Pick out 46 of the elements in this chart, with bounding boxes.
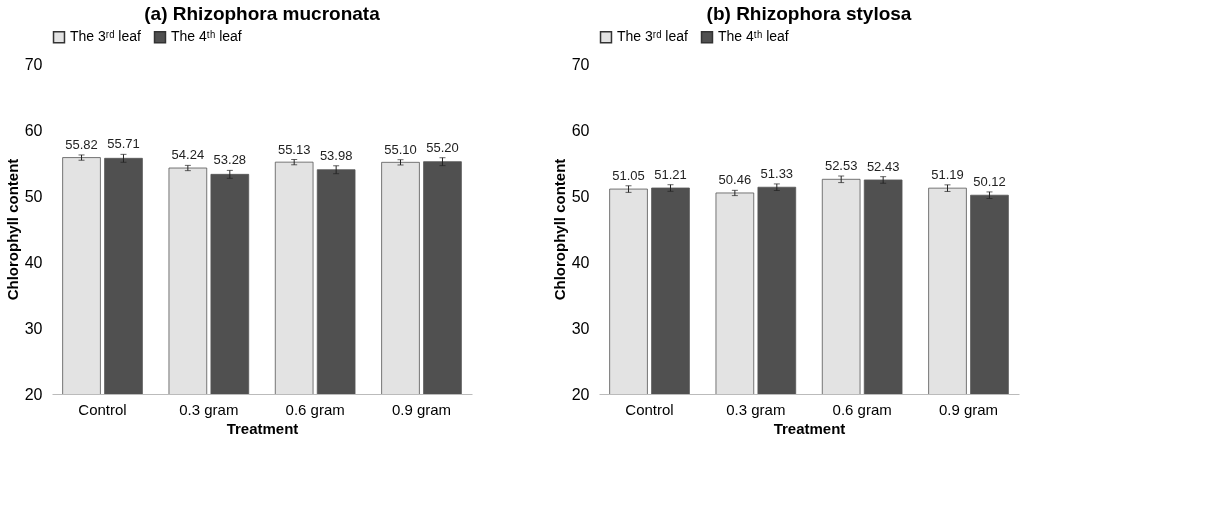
y-tick-label: 70 bbox=[24, 55, 43, 73]
data-label: 55.13 bbox=[277, 141, 311, 157]
y-tick-label: 60 bbox=[24, 121, 43, 139]
data-label: 50.12 bbox=[973, 173, 1006, 189]
x-tick-label: 0.6 gram bbox=[285, 400, 345, 418]
y-axis-title: Chlorophyll content bbox=[550, 158, 568, 301]
data-label: 53.98 bbox=[319, 147, 353, 163]
y-tick-label: 30 bbox=[24, 319, 43, 337]
x-tick-label: 0.9 gram bbox=[391, 400, 452, 418]
y-tick-label: 20 bbox=[571, 385, 590, 403]
y-tick-label: 60 bbox=[571, 121, 590, 139]
legend-label: The 4ᵗʰ leaf bbox=[718, 28, 789, 45]
x-tick-label: 0.9 gram bbox=[938, 400, 999, 418]
y-tick-label: 70 bbox=[571, 55, 590, 73]
y-tick-label: 20 bbox=[24, 385, 43, 403]
x-tick-label: 0.6 gram bbox=[832, 400, 892, 418]
x-tick-label: Control bbox=[78, 400, 127, 418]
y-tick-label: 50 bbox=[24, 187, 43, 205]
chart-title: (b) Rhizophora stylosa bbox=[706, 3, 912, 24]
y-tick-label: 40 bbox=[571, 253, 590, 271]
legend-label: The 3ʳᵈ leaf bbox=[617, 28, 689, 45]
data-label: 55.20 bbox=[426, 139, 459, 155]
x-tick-label: Control bbox=[625, 400, 674, 418]
data-label: 52.53 bbox=[824, 158, 858, 173]
y-tick-label: 50 bbox=[571, 187, 590, 205]
x-axis-title: Treatment bbox=[773, 419, 846, 437]
data-label: 50.46 bbox=[718, 172, 752, 188]
data-label: 51.33 bbox=[760, 165, 794, 181]
data-label: 55.71 bbox=[107, 136, 140, 152]
data-label: 51.05 bbox=[612, 167, 645, 183]
legend-label: The 4ᵗʰ leaf bbox=[171, 28, 242, 45]
data-label: 55.82 bbox=[65, 136, 98, 152]
legend-label: The 3ʳᵈ leaf bbox=[70, 28, 142, 45]
y-tick-label: 30 bbox=[571, 319, 590, 337]
data-label: 53.28 bbox=[213, 152, 247, 168]
y-tick-label: 40 bbox=[24, 253, 43, 271]
data-label: 54.24 bbox=[171, 147, 205, 163]
y-axis-title: Chlorophyll content bbox=[3, 158, 21, 301]
x-tick-label: 0.3 gram bbox=[726, 400, 786, 418]
data-label: 55.10 bbox=[384, 141, 417, 157]
data-label: 51.19 bbox=[931, 166, 964, 182]
x-axis-title: Treatment bbox=[226, 419, 299, 437]
x-tick-label: 0.3 gram bbox=[179, 400, 239, 418]
data-label: 52.43 bbox=[866, 158, 900, 174]
data-label: 51.21 bbox=[654, 166, 687, 182]
chart-title: (a) Rhizophora mucronata bbox=[144, 3, 381, 24]
